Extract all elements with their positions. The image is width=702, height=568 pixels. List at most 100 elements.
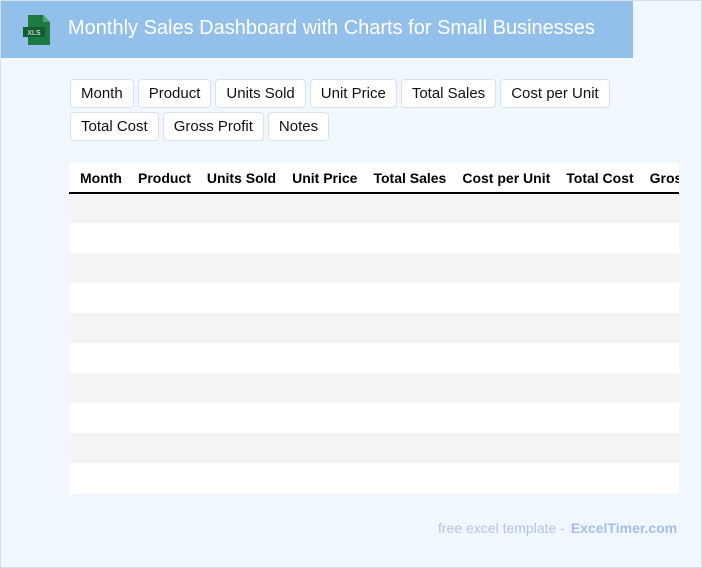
table-cell [638, 253, 679, 283]
table-row [69, 463, 679, 493]
table-cell [196, 283, 281, 313]
column-tag[interactable]: Unit Price [309, 79, 397, 108]
table-cell [281, 343, 362, 373]
table-row [69, 403, 679, 433]
table-cell [196, 223, 281, 253]
table-cell [69, 223, 127, 253]
table-row [69, 373, 679, 403]
footer-link[interactable]: ExcelTimer.com [570, 520, 678, 536]
table-cell [451, 343, 555, 373]
table-cell [281, 433, 363, 463]
svg-text:XLS: XLS [27, 30, 41, 37]
column-tag[interactable]: Units Sold [215, 79, 306, 108]
table-row [69, 223, 679, 253]
table-cell [126, 373, 196, 403]
table-row [69, 433, 679, 463]
table-cell [638, 433, 679, 463]
table-cell [555, 253, 639, 283]
table-cell [451, 253, 556, 283]
table-cell [451, 193, 556, 223]
table-cell [555, 193, 639, 223]
table-row [69, 313, 679, 343]
column-header[interactable]: Units Sold [195, 163, 282, 194]
column-header[interactable]: Total Sales [362, 163, 452, 194]
column-tag[interactable]: Gross Profit [162, 112, 264, 141]
table-row [69, 193, 679, 223]
column-tag[interactable]: Total Cost [70, 112, 159, 141]
table-cell [69, 373, 127, 403]
table-cell [639, 403, 679, 433]
header-bar: XLS Monthly Sales Dashboard with Charts … [1, 1, 633, 58]
table-cell [362, 193, 452, 223]
column-header[interactable]: Total Cost [555, 163, 639, 194]
column-tag-list: Month Product Units Sold Unit Price Total Sa… [70, 79, 695, 141]
table-cell [555, 343, 638, 373]
table-cell [281, 373, 363, 403]
table-cell [639, 463, 679, 493]
column-header[interactable]: Cost per Unit [451, 163, 556, 194]
table-cell [451, 373, 556, 403]
table-row [69, 253, 679, 283]
table-cell [69, 313, 127, 343]
table-cell [127, 343, 196, 373]
table-cell [555, 373, 639, 403]
table-cell [126, 193, 196, 223]
page-title: Monthly Sales Dashboard with Charts for … [68, 17, 595, 39]
data-table: Month Product Units Sold Unit Price Total Sa… [69, 163, 679, 494]
column-header[interactable]: Month [69, 163, 127, 194]
table-cell [555, 463, 638, 493]
table-cell [451, 433, 556, 463]
table-cell [362, 313, 452, 343]
table-cell [69, 463, 127, 493]
table-cell [126, 313, 196, 343]
table-cell [69, 403, 127, 433]
table-cell [281, 313, 363, 343]
footer: free excel template - ExcelTimer.com [438, 520, 677, 536]
table-cell [69, 433, 127, 463]
table-cell [451, 403, 555, 433]
column-tag[interactable]: Notes [267, 112, 330, 141]
table-cell [126, 433, 196, 463]
table-cell [195, 433, 282, 463]
table-cell [555, 283, 638, 313]
table-cell [638, 373, 679, 403]
table-cell [639, 223, 679, 253]
table-cell [362, 403, 451, 433]
column-tag[interactable]: Total Sales [400, 79, 497, 108]
table-cell [281, 193, 363, 223]
table-cell [362, 463, 451, 493]
table-cell [451, 283, 555, 313]
table-cell [69, 343, 127, 373]
table-cell [362, 223, 451, 253]
table-cell [127, 283, 196, 313]
table-cell [362, 283, 451, 313]
table-cell [195, 193, 282, 223]
table-cell [195, 253, 282, 283]
table-cell [281, 463, 362, 493]
table-cell [362, 343, 451, 373]
footer-text: free excel template - [438, 520, 565, 536]
column-tag[interactable]: Month [70, 79, 134, 108]
table-cell [69, 283, 127, 313]
table-cell [451, 463, 555, 493]
table-cell [451, 223, 555, 253]
table-cell [555, 403, 638, 433]
table-cell [639, 343, 679, 373]
table-cell [196, 463, 281, 493]
column-header[interactable]: Product [126, 163, 196, 194]
table-cell [281, 283, 362, 313]
table-cell [555, 223, 638, 253]
column-tag[interactable]: Product [137, 79, 212, 108]
table-cell [638, 193, 679, 223]
table-cell [127, 223, 196, 253]
table-cell [362, 253, 452, 283]
table-cell [638, 313, 679, 343]
column-header[interactable]: Unit Price [281, 163, 363, 194]
column-tag[interactable]: Cost per Unit [500, 79, 610, 108]
table-cell [195, 313, 282, 343]
column-header[interactable]: Gross Profit [638, 163, 679, 194]
table-cell [281, 253, 363, 283]
table-cell [639, 283, 679, 313]
table-cell [127, 403, 196, 433]
